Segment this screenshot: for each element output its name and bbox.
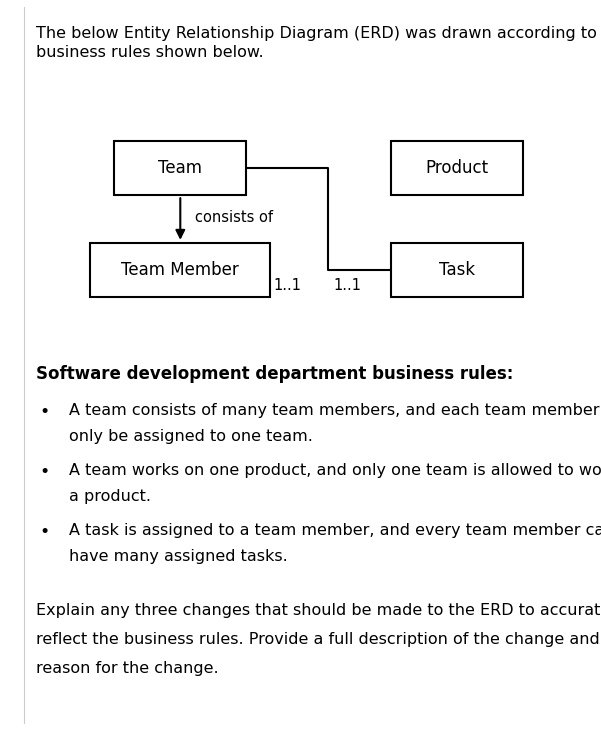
Text: 1..1: 1..1 <box>334 278 362 293</box>
Bar <box>391 242 523 298</box>
Text: Software development department business rules:: Software development department business… <box>36 365 513 383</box>
Text: business rules shown below.: business rules shown below. <box>36 45 264 61</box>
Bar <box>90 242 270 298</box>
Text: only be assigned to one team.: only be assigned to one team. <box>69 429 313 445</box>
Text: a product.: a product. <box>69 489 151 504</box>
Text: Product: Product <box>425 159 489 177</box>
Text: Explain any three changes that should be made to the ERD to accurately: Explain any three changes that should be… <box>36 603 601 618</box>
Text: The below Entity Relationship Diagram (ERD) was drawn according to the: The below Entity Relationship Diagram (E… <box>36 26 601 41</box>
Text: consists of: consists of <box>195 210 273 225</box>
Text: A team works on one product, and only one team is allowed to work on: A team works on one product, and only on… <box>69 463 601 478</box>
Text: •: • <box>39 523 49 541</box>
Text: A task is assigned to a team member, and every team member can: A task is assigned to a team member, and… <box>69 523 601 538</box>
Text: •: • <box>39 403 49 421</box>
Text: Team: Team <box>158 159 203 177</box>
Text: reflect the business rules. Provide a full description of the change and the: reflect the business rules. Provide a fu… <box>36 632 601 648</box>
Text: Task: Task <box>439 261 475 279</box>
Text: reason for the change.: reason for the change. <box>36 661 219 677</box>
Text: have many assigned tasks.: have many assigned tasks. <box>69 549 288 564</box>
Bar <box>391 140 523 195</box>
Text: A team consists of many team members, and each team member can: A team consists of many team members, an… <box>69 403 601 418</box>
Text: Team Member: Team Member <box>121 261 239 279</box>
Bar <box>114 140 246 195</box>
Text: 1..1: 1..1 <box>273 278 302 293</box>
Text: •: • <box>39 463 49 481</box>
